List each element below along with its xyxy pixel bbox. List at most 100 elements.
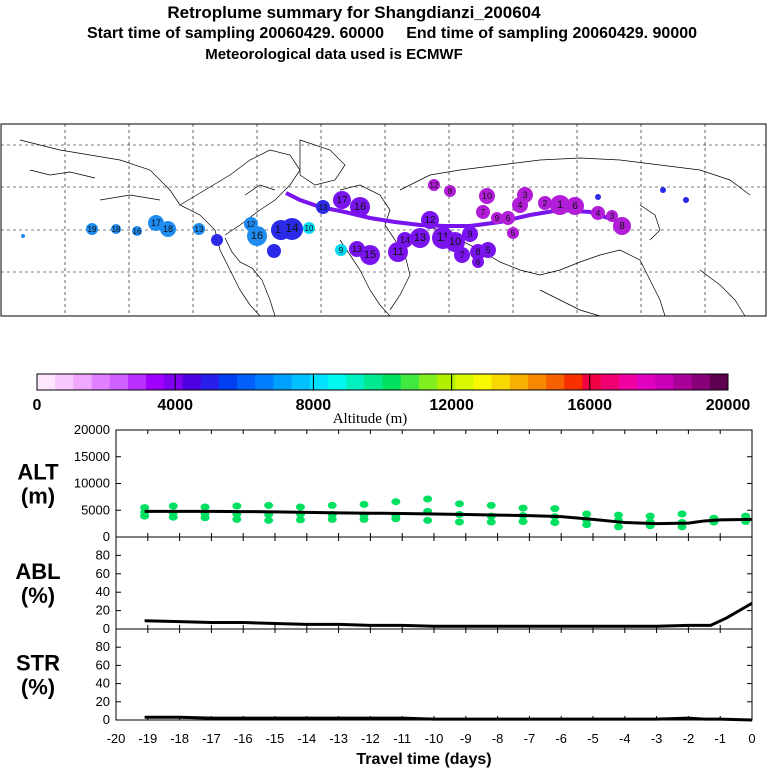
map-marker [428, 179, 440, 191]
panel-axis-label: (%) [21, 583, 55, 608]
colorbar-cell [273, 374, 293, 390]
colorbar-cell [564, 374, 584, 390]
alt-point [454, 518, 464, 526]
alt-point [613, 511, 623, 519]
map-marker [247, 226, 267, 246]
map-marker-label: 2 [543, 199, 548, 208]
alt-point [645, 512, 655, 520]
alt-point [200, 514, 210, 522]
colorbar-cell [582, 374, 602, 390]
y-tick-label: 0 [103, 529, 110, 544]
map-marker [550, 195, 570, 215]
colorbar-cell [455, 374, 474, 390]
colorbar-cell [37, 374, 56, 390]
alt-mean-line [144, 509, 753, 526]
map-marker-label: 13 [195, 225, 204, 234]
abl-line [144, 601, 753, 628]
x-tick-label: -16 [234, 731, 253, 746]
map-marker [591, 206, 605, 220]
colorbar-cell [218, 374, 238, 390]
map-marker [267, 244, 281, 258]
alt-point [140, 512, 150, 520]
map-marker [660, 187, 666, 193]
map-marker [444, 185, 456, 197]
colorbar-cell [291, 374, 311, 390]
map-marker [397, 232, 413, 248]
map-marker [193, 223, 205, 235]
colorbar-cell [91, 374, 111, 390]
colorbar-cell [364, 374, 383, 390]
y-tick-label: 60 [96, 566, 110, 581]
map-marker-label: 14 [400, 235, 410, 245]
panel-frame [115, 628, 753, 721]
map-marker-label: 6 [506, 214, 511, 223]
alt-point [550, 505, 560, 513]
map-marker-label: 16 [251, 230, 263, 242]
x-tick-label: -13 [329, 731, 348, 746]
map-marker-label: 12 [247, 220, 256, 229]
map-marker-label: 6 [476, 258, 481, 267]
str-line [144, 715, 753, 722]
map-marker-label: 13 [414, 232, 426, 244]
panel-axis-label: ALT [17, 460, 59, 485]
alt-point [677, 523, 687, 531]
map-marker [613, 217, 631, 235]
y-tick-label: 15000 [74, 449, 110, 464]
altitude-colorbar: 0 4000 8000 12000 16000 20000 Altitude (m) [33, 373, 751, 427]
alt-point [232, 502, 242, 510]
colorbar-cell [127, 374, 147, 390]
colorbar-cell [400, 374, 420, 390]
map-marker-label: 17 [151, 218, 161, 228]
map-marker [350, 197, 370, 217]
y-tick-label: 60 [96, 657, 110, 672]
y-tick-label: 0 [103, 621, 110, 636]
colorbar-cell [546, 374, 565, 390]
map-marker [501, 211, 515, 225]
map-marker [538, 196, 552, 210]
alt-point [359, 515, 369, 523]
colorbar-cell [509, 374, 529, 390]
x-tick-label: -1 [714, 731, 726, 746]
panel-frame [115, 429, 753, 538]
alt-point [613, 523, 623, 531]
alt-point [486, 518, 496, 526]
map-marker-label: 13 [352, 244, 362, 254]
map-marker [333, 191, 351, 209]
colorbar-cell [346, 374, 365, 390]
map-marker-label: 8 [448, 187, 453, 196]
y-tick-label: 40 [96, 584, 110, 599]
colorbar-cell [473, 374, 493, 390]
map-marker-label: 19 [88, 225, 97, 234]
map-marker [566, 197, 584, 215]
map-marker [111, 224, 121, 234]
map-marker-label: 7 [481, 208, 486, 217]
map-marker-label: 16 [354, 201, 366, 213]
alt-point [327, 501, 337, 509]
map-marker [349, 241, 365, 257]
map-marker-label: 1 [557, 199, 563, 211]
alt-point [486, 501, 496, 509]
colorbar-tick-label: 4000 [157, 397, 193, 414]
map-marker [479, 188, 495, 204]
colorbar-tick-label: 20000 [706, 397, 751, 414]
y-tick-label: 40 [96, 676, 110, 691]
map-marker-label: 10 [482, 191, 492, 201]
sampling-times: Start time of sampling 20060429. 60000 E… [86, 25, 698, 42]
x-tick-label: -4 [619, 731, 631, 746]
x-tick-label: -20 [107, 731, 126, 746]
alt-point [423, 516, 433, 524]
map-marker [683, 197, 689, 203]
map-marker [335, 244, 347, 256]
x-tick-label: 0 [748, 731, 755, 746]
colorbar-cell [327, 374, 347, 390]
colorbar-cell [382, 374, 402, 390]
map-marker-label: 12 [424, 215, 436, 226]
x-tick-label: -6 [555, 731, 567, 746]
alt-point [200, 503, 210, 511]
map-marker [316, 200, 330, 214]
map-marker-label: 9 [339, 246, 344, 255]
map-marker-label: 9 [467, 229, 472, 239]
map-marker [421, 211, 439, 229]
